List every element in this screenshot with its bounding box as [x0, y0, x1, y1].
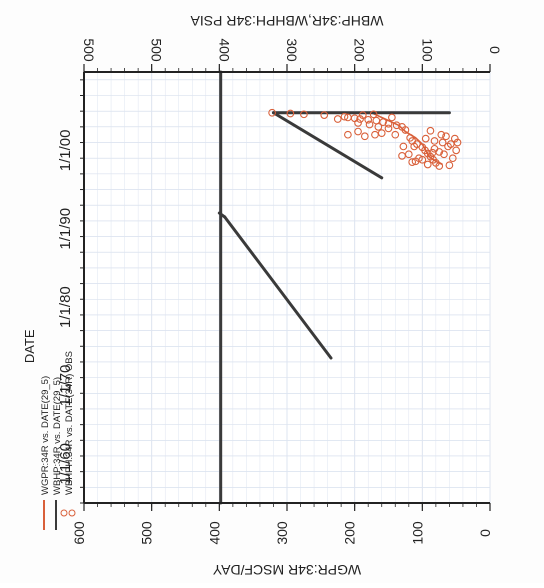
series-wbhph_obs-point — [448, 154, 457, 163]
top-axis-tick-label: 0 — [487, 46, 503, 54]
bottom-axis-tick-label: 500 — [139, 521, 155, 545]
series-wbhph_obs-point — [384, 119, 393, 128]
series-wbhph_obs-point — [374, 123, 383, 131]
series-wbhph_obs-point — [440, 150, 448, 159]
series-wbhph_obs-point — [430, 137, 439, 145]
series-wbhph_obs-point — [408, 158, 417, 166]
top-axis-tick-label: 500 — [149, 38, 165, 62]
series-wbhph_obs-point — [445, 161, 454, 170]
series-wbhph_obs-point — [364, 115, 373, 124]
bottom-axis-tick-label: 600 — [71, 521, 87, 545]
series-wbhp-segment — [223, 215, 333, 360]
series-wbhph_obs-point — [392, 121, 401, 130]
axes-layer: 1/1/60 1/1/70 1/1/80 1/1/90 1/1/00 DATE 600 500… — [22, 13, 503, 578]
series-wbhph_obs-point — [442, 132, 450, 141]
series-wbhph_obs-point — [354, 119, 362, 127]
legend-label: WBHP:34R vs. DATE(29_5) — [52, 377, 63, 495]
series-wbhph_obs-point — [371, 130, 379, 139]
series-wbhph_obs-point — [401, 126, 410, 134]
series-wbhp-segment — [217, 211, 227, 219]
series-wbhph_obs-point — [399, 142, 408, 151]
legend-label: WBHPH:34R vs. DATE(34R) OBS — [64, 351, 75, 495]
series-wbhp-segment — [271, 111, 384, 180]
legend-label: WGPR:34R vs. DATE(29_5) — [40, 376, 51, 495]
top-axis-title: WBHP:34R,WBHPH:34R PSIA — [190, 13, 384, 29]
series-wbhph_obs-point — [388, 113, 396, 122]
series-wbhph_obs-point — [435, 162, 444, 170]
legend-marker — [68, 509, 76, 517]
series-wbhph_obs-point — [358, 111, 367, 119]
series-layer — [217, 70, 462, 505]
top-axis-tick-label: 500 — [81, 38, 97, 62]
series-wbhph_obs-point — [344, 130, 352, 139]
series-wbhph_obs-point — [423, 160, 432, 169]
date-tick-label: 1/1/00 — [57, 130, 74, 172]
date-tick-label: 1/1/70 — [57, 365, 74, 407]
bottom-axis-tick-label: 100 — [409, 521, 425, 545]
series-wbhph_obs-point — [268, 108, 276, 117]
series-wbhph_obs-point — [384, 124, 393, 133]
bottom-axis-tick-label: 300 — [274, 521, 290, 545]
date-axis-title: DATE — [22, 329, 37, 363]
series-wbhph_obs-point — [365, 120, 374, 129]
series-wbhph_obs-point — [446, 140, 455, 148]
series-wbhph_obs-point — [354, 127, 362, 136]
series-wbhph_obs-point — [360, 132, 369, 141]
series-wbhph_obs-point — [438, 138, 447, 147]
series-wbhph_obs-point — [356, 115, 364, 123]
series-wbhph_obs-point — [320, 111, 329, 119]
bottom-axis-title: WGPR:34R MSCF/DAY — [212, 562, 361, 578]
series-wbhph_obs-point — [450, 134, 459, 143]
series-wbhph_obs-point — [426, 126, 435, 135]
series-wbhph_obs-point — [333, 115, 342, 123]
series-wbhph_obs-point — [379, 118, 387, 127]
top-axis-tick-label: 400 — [216, 38, 232, 62]
series-wbhph_obs-point — [340, 112, 349, 121]
top-axis-tick-label: 100 — [419, 38, 435, 62]
series-wbhph_obs-point — [286, 109, 295, 118]
bottom-axis-tick-label: 200 — [342, 521, 358, 545]
series-wbhph_obs-point — [411, 157, 420, 166]
bottom-axis-tick-label: 0 — [477, 529, 493, 537]
date-tick-label: 1/1/80 — [57, 286, 74, 328]
series-wbhph_obs-point — [300, 110, 308, 119]
series-wbhph_obs-point — [369, 110, 378, 119]
series-wbhph_obs-point — [421, 134, 430, 143]
series-wbhph_obs-point — [428, 148, 437, 157]
top-axis-tick-label: 300 — [284, 38, 300, 62]
series-wbhph_obs-point — [398, 151, 406, 160]
top-axis-tick-label: 200 — [352, 38, 368, 62]
series-wbhph_obs-point — [437, 130, 446, 139]
legend: WGPR:34R vs. DATE(29_5) WBHP:34R vs. DATE… — [40, 351, 76, 530]
series-wgpr-line — [273, 111, 443, 166]
series-wbhph_obs-point — [452, 146, 461, 155]
date-tick-label: 1/1/90 — [57, 208, 74, 250]
series-wbhph_obs-point — [410, 142, 419, 151]
legend-marker — [60, 509, 68, 517]
date-tick-label: 1/1/60 — [57, 443, 74, 485]
series-wbhph_obs-point — [391, 130, 400, 139]
bottom-axis-tick-label: 400 — [206, 521, 222, 545]
